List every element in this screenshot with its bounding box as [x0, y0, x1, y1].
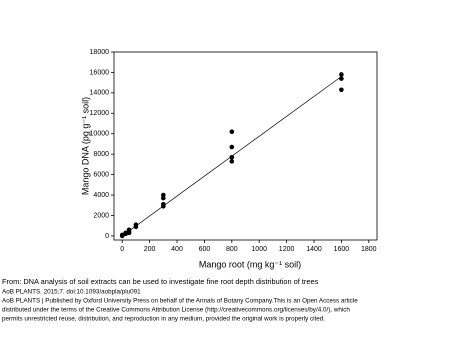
data-point	[161, 203, 166, 209]
y-tick-label: 12000	[90, 110, 110, 117]
y-axis-label: Mango DNA (pg g⁻¹ soil)	[80, 97, 90, 195]
data-point	[229, 159, 235, 164]
x-axis-label: Mango root (mg kg⁻¹ soil)	[199, 259, 301, 269]
x-tick-label: 800	[226, 246, 238, 253]
caption-line: permits unrestricted reuse, distribution…	[2, 316, 325, 323]
data-point	[126, 230, 132, 236]
x-tick-label: 400	[171, 246, 183, 253]
x-tick-label: 1200	[279, 246, 295, 253]
data-point	[133, 224, 139, 230]
y-tick-label: 2000	[93, 212, 109, 219]
caption-line: AoB PLANTS | Published by Oxford Univers…	[2, 298, 358, 305]
caption-line: AoB PLANTS. 2015;7. doi:10.1093/aobpla/p…	[2, 289, 141, 296]
x-tick-label: 1400	[306, 246, 322, 253]
data-point	[339, 87, 344, 93]
x-tick-label: 1000	[251, 246, 267, 253]
data-point	[229, 129, 235, 134]
data-point	[229, 154, 235, 160]
plot-frame	[113, 51, 378, 241]
data-point	[339, 72, 344, 77]
data-point	[229, 144, 235, 150]
y-tick-label: 0	[105, 233, 109, 240]
y-tick-label: 18000	[90, 49, 110, 56]
y-tick-label: 8000	[93, 151, 109, 158]
data-point	[339, 76, 344, 81]
data-point	[161, 195, 166, 201]
y-tick-label: 4000	[93, 192, 109, 199]
y-tick-label: 10000	[90, 131, 110, 138]
caption-line: distributed under the terms of the Creat…	[2, 307, 350, 314]
x-tick-label: 200	[144, 246, 156, 253]
x-tick-label: 600	[199, 246, 211, 253]
y-tick-label: 16000	[90, 69, 110, 76]
x-tick-label: 1800	[361, 246, 377, 253]
y-tick-label: 14000	[90, 90, 110, 97]
x-tick-label: 0	[120, 246, 124, 253]
caption-line: From: DNA analysis of soil extracts can …	[2, 277, 319, 286]
y-tick-label: 6000	[93, 171, 109, 178]
x-tick-label: 1600	[334, 246, 350, 253]
